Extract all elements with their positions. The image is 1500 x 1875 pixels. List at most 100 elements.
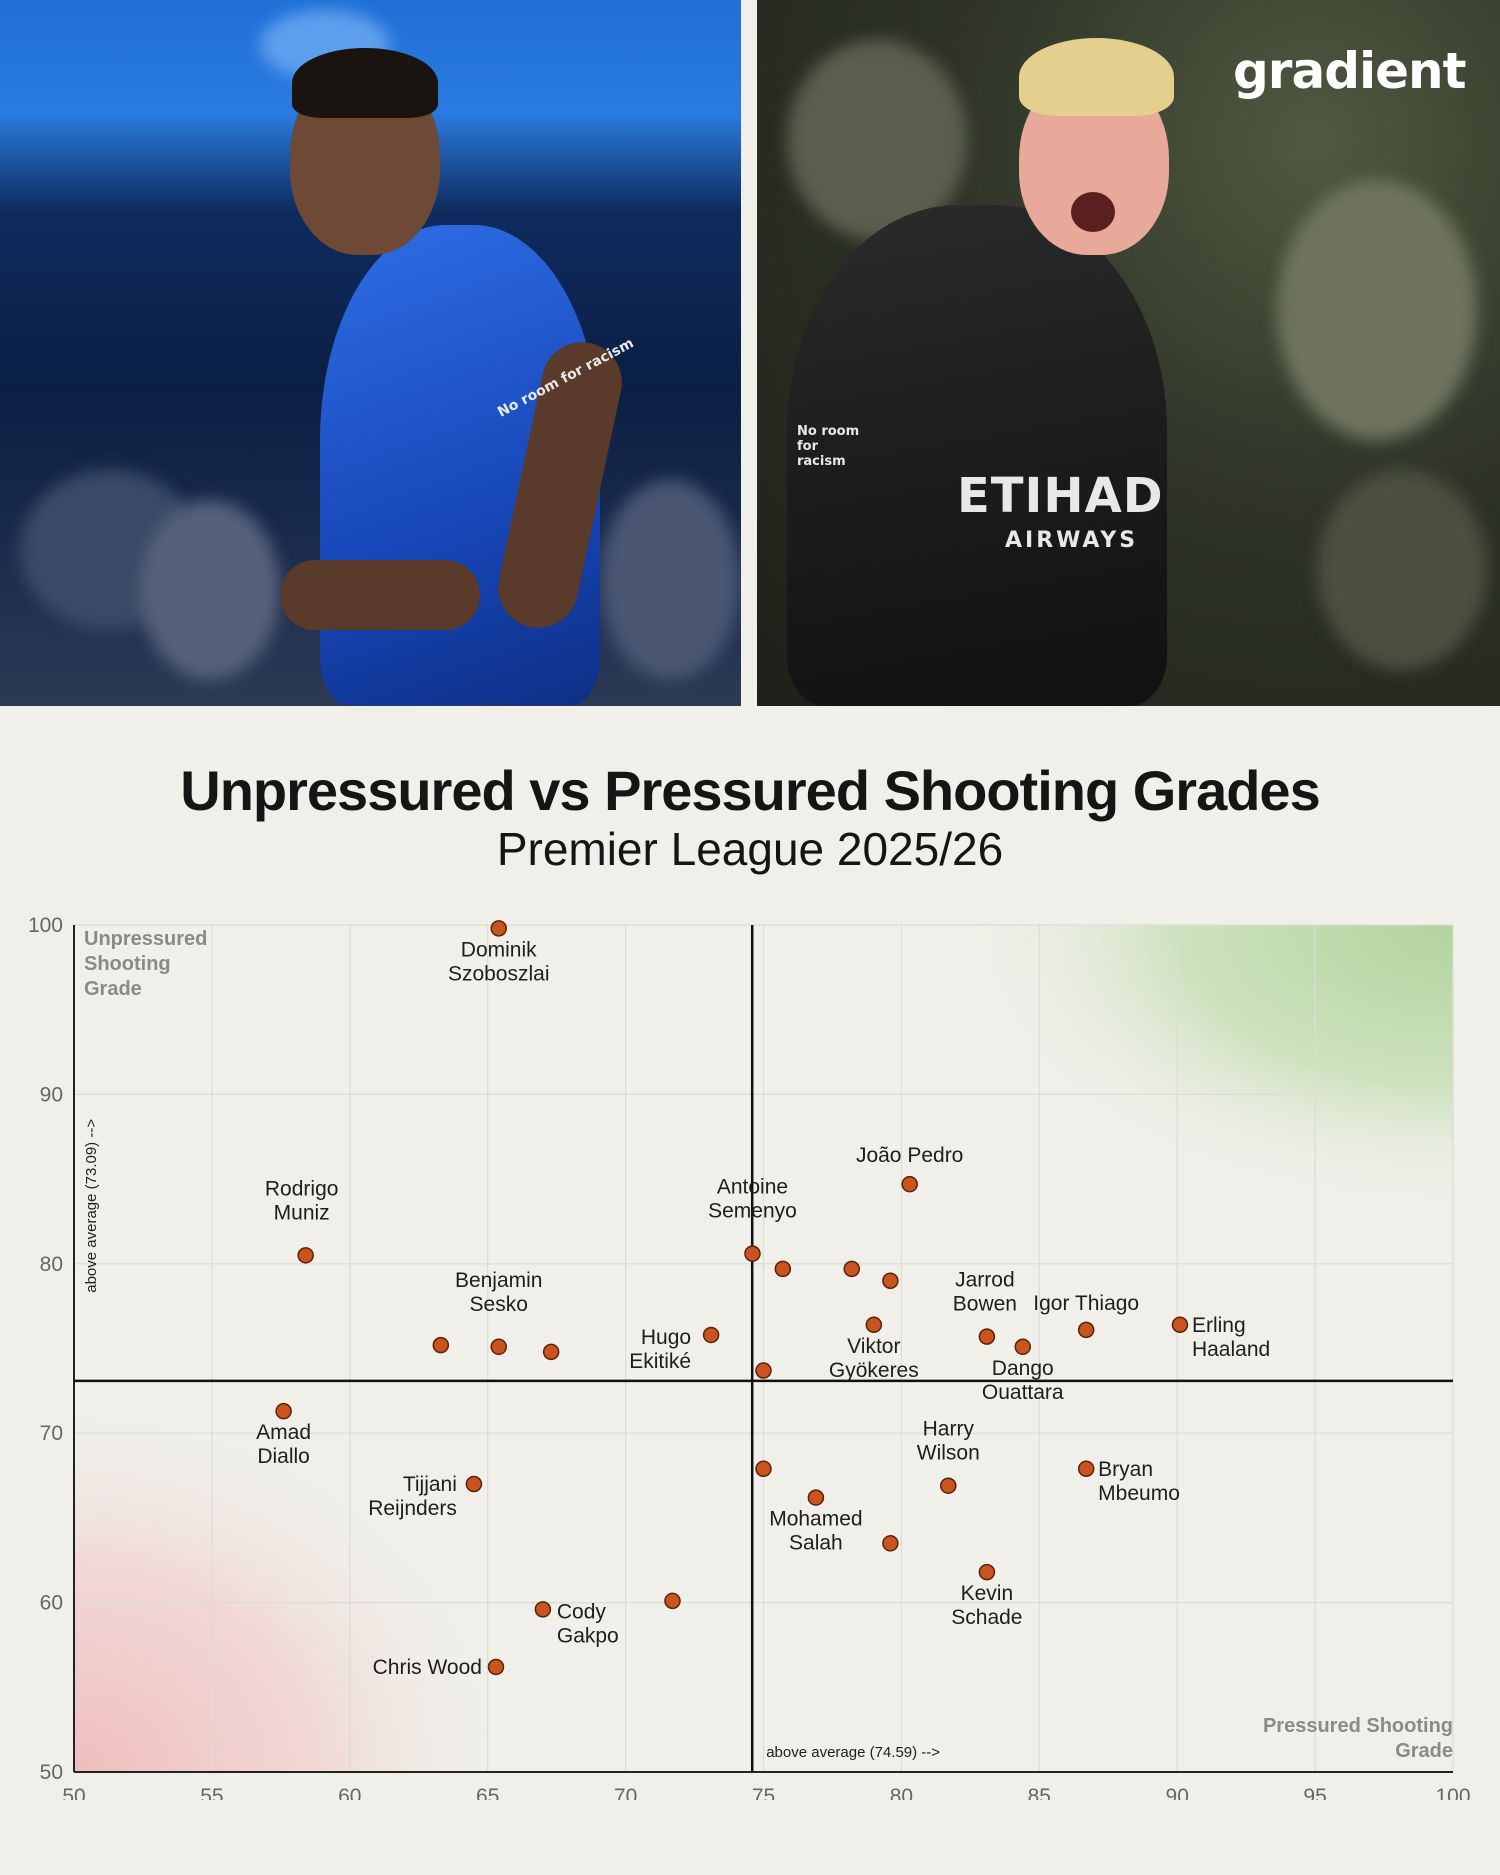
point-label-line: Cody — [557, 1600, 607, 1623]
point-label: Harry Wilson — [917, 1418, 980, 1465]
data-point — [702, 1326, 720, 1344]
point-label-line: Antoine — [717, 1176, 788, 1199]
point-label-line: Sesko — [470, 1293, 528, 1316]
x-axis-label: Pressured Shooting Grade — [1263, 1715, 1453, 1762]
crowd-blur — [1317, 470, 1487, 670]
y-tick-label: 90 — [40, 1083, 63, 1106]
point-label-line: João Pedro — [856, 1144, 963, 1167]
crowd-blur — [1277, 180, 1477, 440]
axis-label-line: Grade — [1395, 1740, 1453, 1762]
point-label-line: Igor Thiago — [1033, 1292, 1139, 1315]
y-tick-label: 50 — [40, 1761, 63, 1784]
axis-label-line: Shooting — [84, 953, 171, 975]
player-mouth — [1071, 192, 1115, 232]
point-label-line: Reijnders — [368, 1497, 457, 1520]
x-tick-label: 85 — [1028, 1785, 1051, 1800]
kit-badge-text: No room for racism — [797, 424, 860, 469]
data-point — [432, 1336, 450, 1354]
point-label-line: Harry — [923, 1418, 975, 1441]
point-label-line: Szoboszlai — [448, 962, 550, 985]
data-point — [901, 1175, 918, 1193]
y-tick-label: 100 — [28, 914, 63, 937]
data-point — [297, 1247, 314, 1264]
x-tick-label: 90 — [1166, 1785, 1189, 1800]
point-label-line: Bryan — [1098, 1458, 1153, 1481]
kit-sponsor: ETIHAD — [957, 468, 1164, 524]
point-label-line: Tijjani — [403, 1473, 457, 1496]
x-tick-label: 70 — [614, 1785, 637, 1800]
x-tick-label: 100 — [1435, 1785, 1470, 1800]
point-label-line: Erling — [1192, 1314, 1246, 1337]
point-label-line: Benjamin — [455, 1269, 543, 1292]
data-point — [487, 1658, 505, 1676]
point-label-line: Gakpo — [557, 1624, 619, 1647]
data-point — [843, 1260, 861, 1278]
x-tick-label: 55 — [200, 1785, 223, 1800]
axis-label-line: Grade — [84, 978, 142, 1000]
player-shirt — [787, 205, 1167, 706]
point-label: Dominik Szoboszlai — [448, 938, 550, 985]
point-label: Benjamin Sesko — [455, 1269, 543, 1316]
data-point — [807, 1489, 825, 1506]
data-point — [774, 1260, 792, 1278]
point-label-line: Kevin — [961, 1582, 1014, 1605]
brand-logo: gradient — [1233, 42, 1467, 100]
point-label-line: Amad — [256, 1421, 311, 1444]
kit-sponsor-line2: AIRWAYS — [1005, 528, 1139, 553]
y-tick-label: 70 — [40, 1422, 63, 1445]
data-point — [940, 1477, 957, 1494]
point-label: Erling Haaland — [1192, 1314, 1270, 1361]
point-label-line: Ekitiké — [629, 1350, 691, 1373]
axis-label-line: Unpressured — [84, 928, 207, 950]
point-label-line: Rodrigo — [265, 1177, 339, 1200]
point-label: Kevin Schade — [951, 1582, 1022, 1629]
crowd-blur — [600, 480, 740, 680]
data-point — [882, 1535, 899, 1552]
point-label-line: Chris Wood — [373, 1656, 482, 1679]
point-label-line: Ouattara — [982, 1381, 1064, 1404]
point-label: Bryan Mbeumo — [1098, 1458, 1180, 1505]
scatter-chart: 50 55 60 65 70 75 80 85 90 95 100 50 60 70 80 90 100 abo… — [28, 914, 1471, 1800]
y-tick-label: 60 — [40, 1592, 63, 1615]
point-label: Tijjani Reijnders — [368, 1473, 457, 1520]
photo-divider — [741, 0, 757, 706]
data-point — [490, 1338, 507, 1356]
point-label: Igor Thiago — [1033, 1292, 1139, 1315]
chart-subtitle: Premier League 2025/26 — [496, 823, 1004, 875]
y-average-label: above average (73.09) --> — [83, 1119, 100, 1293]
point-label-line: Hugo — [641, 1326, 691, 1349]
x-tick-label: 50 — [62, 1785, 85, 1800]
chart-title: Unpressured vs Pressured Shooting Grades — [180, 759, 1320, 822]
point-label-line: Muniz — [274, 1201, 330, 1224]
point-label: Hugo Ekitiké — [629, 1326, 691, 1373]
point-label-line: Semenyo — [708, 1200, 797, 1223]
data-point — [664, 1592, 681, 1610]
x-tick-label: 75 — [752, 1785, 775, 1800]
point-label-line: Haaland — [1192, 1338, 1270, 1361]
point-label: Jarrod Bowen — [953, 1269, 1017, 1316]
data-point — [755, 1460, 772, 1478]
point-label: Cody Gakpo — [557, 1600, 619, 1647]
x-tick-label: 60 — [338, 1785, 361, 1800]
point-label: João Pedro — [856, 1144, 963, 1167]
point-label: Chris Wood — [373, 1656, 482, 1679]
axes — [73, 925, 1453, 1773]
data-point — [978, 1563, 996, 1581]
crowd-blur — [140, 500, 280, 680]
point-label-line: Dango — [992, 1357, 1054, 1380]
point-label: Viktor Gyökeres — [829, 1335, 919, 1382]
data-point — [1171, 1316, 1189, 1334]
player-hair — [1019, 38, 1174, 116]
data-point — [978, 1328, 996, 1345]
data-point — [865, 1316, 883, 1334]
player-photo-right: ETIHAD AIRWAYS No room for racism — [757, 0, 1500, 706]
y-axis-label: Unpressured Shooting Grade — [84, 928, 207, 1000]
x-average-label: above average (74.59) --> — [766, 1744, 940, 1761]
x-tick-label: 95 — [1303, 1785, 1326, 1800]
data-point — [490, 920, 507, 937]
point-label: Rodrigo Muniz — [265, 1177, 339, 1224]
data-point — [882, 1272, 899, 1289]
y-tick-label: 80 — [40, 1253, 63, 1276]
data-point — [744, 1245, 761, 1262]
point-label-line: Mohamed — [769, 1508, 862, 1531]
